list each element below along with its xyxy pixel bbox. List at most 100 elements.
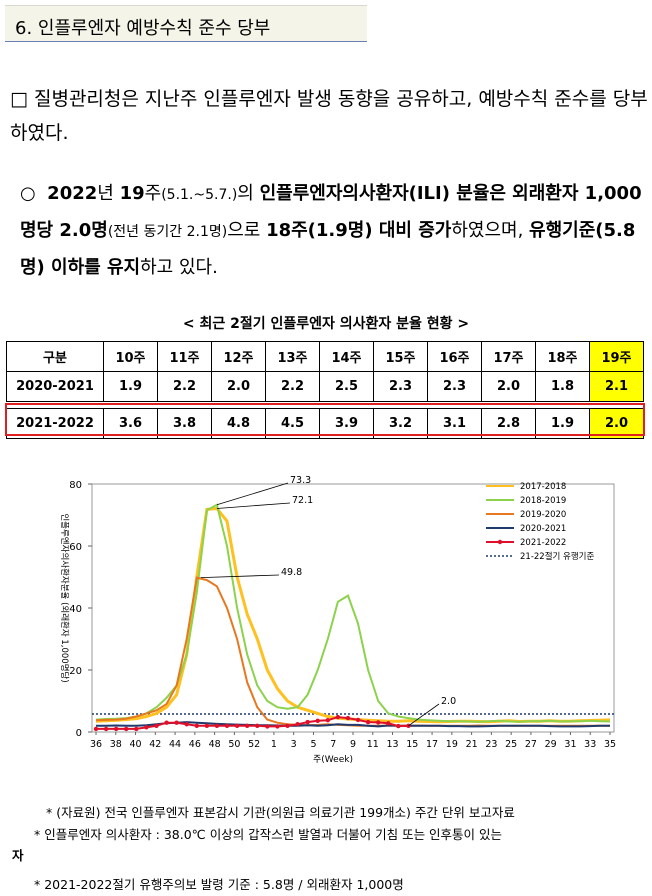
series-marker — [164, 720, 169, 725]
annotation-leader — [216, 482, 289, 506]
p2-t1: 년 — [97, 183, 120, 204]
p2-t6: 으로 — [227, 220, 267, 241]
series-marker — [325, 718, 331, 723]
p2-t3: 의 — [237, 183, 260, 204]
x-tick-label: 7 — [330, 739, 336, 750]
table-cell: 2.3 — [373, 371, 428, 402]
table-cell: 3.8 — [157, 408, 212, 439]
series-marker — [154, 723, 159, 728]
header-cell: 17주 — [481, 341, 536, 372]
note-source: * (자료원) 전국 인플루엔자 표본감시 기관(의원급 의료기관 199개소)… — [46, 805, 515, 820]
legend-label: 2017-2018 — [520, 482, 566, 492]
x-tick-label: 29 — [545, 739, 557, 750]
table-row: 2021-2022 3.6 3.8 4.8 4.5 3.9 3.2 3.1 2.… — [6, 408, 644, 439]
legend-marker — [497, 539, 503, 545]
series-marker — [174, 720, 179, 725]
y-tick-label: 40 — [69, 604, 82, 615]
series-marker — [124, 726, 129, 732]
y-tick-label: 0 — [76, 728, 82, 739]
section-title-box: 6. 인플루엔자 예방수칙 준수 당부 — [5, 5, 367, 42]
series-marker — [275, 724, 280, 729]
x-tick-label: 19 — [446, 739, 458, 750]
table-cell: 2.1 — [589, 371, 644, 402]
table-cell: 3.6 — [103, 408, 158, 439]
legend-label: 2018-2019 — [520, 496, 566, 506]
table-cell: 1.9 — [103, 371, 158, 402]
x-tick-label: 17 — [426, 739, 438, 750]
series-marker — [295, 722, 300, 727]
square-bullet: □ — [10, 88, 28, 110]
table-cell: 2.0 — [589, 408, 644, 439]
legend-label: 2021-2022 — [520, 538, 566, 548]
table-cell: 2.3 — [427, 371, 482, 402]
legend-label: 2019-2020 — [520, 510, 566, 520]
annotation-leader — [216, 502, 291, 509]
note-definition: * 인플루엔자 의사환자 : 38.0℃ 이상의 갑작스런 발열과 더불어 기침… — [34, 827, 503, 842]
table-cell: 2.0 — [481, 371, 536, 402]
paragraph-2: ○ 2022년 19주(5.1.~5.7.)의 인플루엔자의사환자(ILI) 분… — [20, 176, 648, 285]
annotation-label: 72.1 — [292, 495, 313, 506]
x-axis-label: 주(Week) — [313, 754, 353, 765]
table-cell: 2020-2021 — [6, 371, 104, 402]
p2-t10: 하고 있다. — [140, 257, 218, 278]
x-tick-label: 36 — [90, 739, 102, 750]
series-marker — [184, 722, 189, 727]
table-header-row: 구분 10주 11주 12주 13주 14주 15주 16주 17주 18주 1… — [6, 341, 644, 372]
header-cell: 15주 — [373, 341, 428, 372]
p2-t7: 18주(1.9명) 대비 증가 — [266, 220, 452, 241]
series-marker — [265, 724, 270, 729]
table-cell: 2.2 — [157, 371, 212, 402]
p1-text-a: 질병관리청은 — [27, 88, 145, 110]
series-marker — [365, 719, 371, 725]
x-tick-label: 23 — [485, 739, 497, 750]
series-marker — [93, 726, 99, 732]
p2-t8: 하였으며, — [451, 220, 530, 241]
table-cell: 3.2 — [373, 408, 428, 439]
x-tick-label: 44 — [169, 739, 181, 750]
series-marker — [224, 723, 230, 728]
header-cell: 16주 — [427, 341, 482, 372]
series-line — [96, 721, 610, 728]
series-marker — [204, 723, 210, 728]
series-marker — [214, 723, 220, 728]
x-tick-label: 11 — [367, 739, 379, 750]
x-tick-label: 13 — [386, 739, 398, 750]
series-marker — [375, 720, 381, 725]
table-cell: 2.0 — [211, 371, 266, 402]
note-threshold: * 2021-2022절기 유행주의보 발령 기준 : 5.8명 / 외래환자 … — [34, 877, 404, 892]
series-marker — [315, 718, 320, 724]
table-cell: 4.8 — [211, 408, 266, 439]
ili-table: 구분 10주 11주 12주 13주 14주 15주 16주 17주 18주 1… — [6, 341, 644, 439]
paragraph-1: □ 질병관리청은 지난주 인플루엔자 발생 동향을 공유하고, 예방수칙 준수를… — [10, 82, 650, 150]
x-tick-label: 48 — [209, 739, 221, 750]
p2-range: (5.1.~5.7.) — [161, 187, 238, 203]
annotation-label: 49.8 — [281, 567, 302, 578]
p2-t9: 유행기준(5.8명) 이하를 유지 — [20, 220, 636, 278]
x-tick-label: 38 — [110, 739, 122, 750]
x-tick-label: 33 — [584, 739, 596, 750]
y-tick-label: 60 — [69, 542, 82, 553]
p2-t4: 인플루엔자의사환자(ILI) 분율은 외래환자 1,000명당 2.0명 — [20, 183, 642, 241]
header-cell: 구분 — [6, 341, 104, 372]
x-tick-label: 40 — [129, 739, 141, 750]
series-marker — [355, 717, 361, 723]
series-marker — [396, 723, 401, 729]
header-cell: 12주 — [211, 341, 266, 372]
x-tick-label: 9 — [350, 739, 356, 750]
x-tick-label: 27 — [525, 739, 537, 750]
series-marker — [244, 723, 250, 728]
header-cell: 11주 — [157, 341, 212, 372]
table-cell: 3.1 — [427, 408, 482, 439]
note-definition-end: 자 — [12, 848, 24, 863]
y-tick-label: 20 — [69, 666, 82, 677]
p2-year: 2022 — [47, 183, 98, 204]
p1-text-c: 하였다. — [10, 122, 69, 144]
p1-text-b: 지난주 인플루엔자 발생 동향을 공유하고, 예방수칙 준수를 당부 — [144, 88, 648, 110]
series-marker — [335, 714, 341, 720]
y-tick-label: 80 — [69, 480, 82, 491]
p2-week: 19 — [119, 183, 145, 204]
header-cell: 14주 — [319, 341, 374, 372]
x-tick-label: 15 — [406, 739, 418, 750]
table-cell: 2.8 — [481, 408, 536, 439]
table-cell: 2021-2022 — [6, 408, 104, 439]
